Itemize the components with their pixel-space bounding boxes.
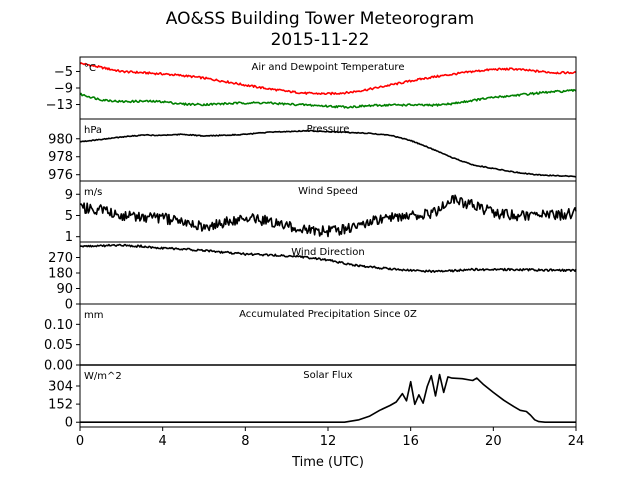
series-line	[79, 243, 577, 273]
panels: −5 −9−13 Air and Dewpoint Temperature °C 980…	[44, 56, 577, 431]
panel: 304 152 0 Solar Flux W/m^2	[48, 364, 577, 431]
x-axis-label: Time (UTC)	[291, 455, 364, 470]
panel-title: Air and Dewpoint Temperature	[252, 62, 405, 73]
x-tick-label: 16	[402, 434, 419, 449]
panel-unit: W/m^2	[84, 371, 122, 382]
y-tick-label: 0	[65, 298, 73, 313]
x-tick-label: 4	[159, 434, 167, 449]
x-axis: 0 4 8 12 16 20 24	[76, 427, 584, 449]
panel-title: Solar Flux	[303, 370, 353, 381]
panel-unit: hPa	[84, 125, 102, 136]
series-line	[79, 129, 577, 178]
y-tick-label: 180	[48, 267, 73, 282]
series-line	[79, 194, 577, 238]
x-tick-label: 20	[485, 434, 502, 449]
panel-title: Wind Speed	[298, 186, 358, 197]
panel-title: Wind Direction	[291, 247, 365, 258]
panel: 980 978 976 Pressure hPa	[48, 118, 577, 183]
y-tick-label: 5	[65, 209, 73, 224]
y-tick-label: 304	[48, 379, 73, 394]
series-line	[79, 62, 577, 96]
x-tick-label: 24	[568, 434, 585, 449]
y-tick-label: 1	[65, 230, 73, 245]
y-tick-label: 9	[65, 188, 73, 203]
chart-subtitle: 2015-11-22	[271, 30, 370, 50]
y-tick-label: −13	[46, 98, 73, 113]
y-tick-label: 0.05	[44, 338, 73, 353]
chart-title: AO&SS Building Tower Meteorogram	[166, 9, 474, 29]
x-tick-label: 8	[241, 434, 249, 449]
y-tick-label: 270	[48, 251, 73, 266]
x-tick-label: 0	[76, 434, 84, 449]
y-tick-label: −9	[54, 82, 73, 97]
y-tick-label: 980	[48, 132, 73, 147]
panel: 0.10 0.05 0.00 Accumulated Precipitation Si…	[44, 303, 577, 374]
panel-unit: mm	[84, 310, 103, 321]
panel: 9 5 1 Wind Speed m/s	[65, 180, 577, 245]
y-tick-label: 976	[48, 168, 73, 183]
panel-unit: m/s	[84, 187, 102, 198]
series-line	[80, 373, 576, 423]
y-tick-label: 978	[48, 150, 73, 165]
y-tick-label: −5	[54, 65, 73, 80]
panel-unit: °C	[84, 63, 96, 74]
series-line	[79, 88, 577, 109]
y-tick-label: 90	[56, 282, 73, 297]
y-tick-label: 0	[65, 416, 73, 431]
y-tick-label: 0.00	[44, 359, 73, 374]
panel-title: Accumulated Precipitation Since 0Z	[239, 309, 417, 320]
panel: −5 −9−13 Air and Dewpoint Temperature °C	[46, 56, 577, 120]
y-tick-label: 0.10	[44, 318, 73, 333]
x-tick-label: 12	[320, 434, 337, 449]
y-tick-label: 152	[48, 398, 73, 413]
panel-title: Pressure	[307, 124, 350, 135]
